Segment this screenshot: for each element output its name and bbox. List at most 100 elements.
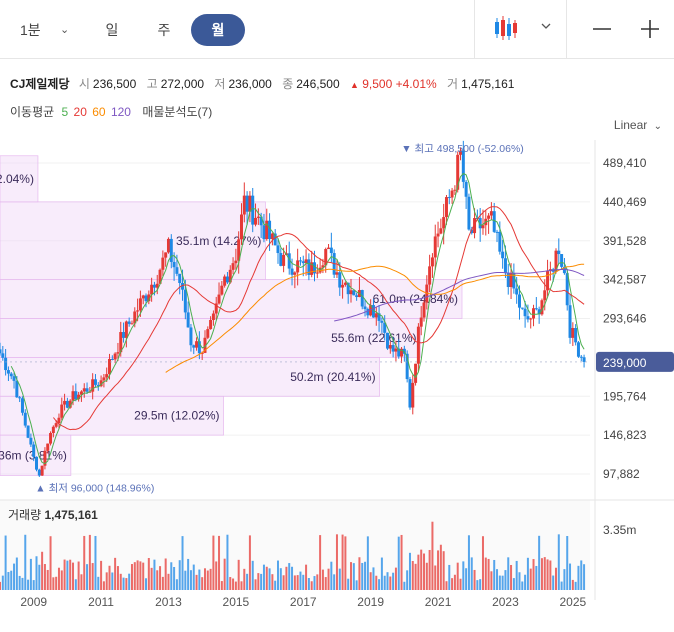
- volume-bar: [352, 563, 355, 590]
- volume-bar: [425, 562, 428, 590]
- candle-body: [453, 189, 457, 191]
- candle-body: [79, 391, 83, 395]
- candle-body: [223, 276, 227, 286]
- candle-body: [110, 358, 114, 360]
- volume-bar: [366, 536, 369, 590]
- candle-body: [576, 342, 580, 357]
- zoom-out-button[interactable]: [580, 0, 624, 58]
- candle-body: [298, 260, 302, 262]
- volume-profile-band: [0, 201, 266, 280]
- volume-bar: [431, 521, 434, 590]
- volume-bar: [60, 570, 63, 590]
- candle-body: [46, 443, 50, 451]
- quote-summary: CJ제일제당 시 236,500 고 272,000 저 236,000 종 246,5…: [10, 75, 521, 92]
- candle-body: [183, 289, 187, 313]
- volume-bar: [1, 575, 4, 590]
- candle-body: [178, 273, 182, 284]
- volume-bar: [350, 562, 353, 590]
- open-label: 시: [78, 77, 90, 91]
- tab-day[interactable]: 일: [105, 22, 119, 38]
- scale-selector[interactable]: Linear ⌄: [614, 118, 662, 132]
- volume-bar: [32, 580, 35, 590]
- candle-body: [217, 294, 221, 304]
- volume-bar: [153, 559, 156, 590]
- tab-week[interactable]: 주: [157, 22, 171, 38]
- volume-bar: [246, 573, 249, 590]
- candle-body: [237, 239, 241, 261]
- tab-month[interactable]: 월: [191, 14, 245, 46]
- volume-bar: [122, 577, 125, 590]
- candle-body: [245, 195, 249, 212]
- volume-bar: [100, 560, 103, 590]
- chart-type-button[interactable]: [480, 0, 560, 58]
- volume-bar: [493, 559, 496, 590]
- moving-average-120-line: [334, 268, 585, 322]
- volume-bar: [569, 563, 572, 590]
- candle-body: [346, 282, 350, 295]
- volume-bar: [557, 534, 560, 590]
- candle-body: [60, 404, 64, 418]
- candle-body: [517, 294, 521, 308]
- volume-bar: [164, 558, 167, 590]
- volume-bar: [203, 568, 206, 590]
- candle-body: [335, 272, 339, 275]
- candle-body: [4, 357, 8, 371]
- volume-profile-label: 55.6m (22.61%): [331, 331, 416, 345]
- volume-bar: [397, 536, 400, 590]
- y-tick-label: 293,646: [603, 312, 647, 326]
- candle-body: [442, 217, 446, 229]
- volume-bar: [167, 573, 170, 590]
- volume-bar: [423, 553, 426, 590]
- candle-body: [29, 437, 33, 445]
- y-tick-label: 440,469: [603, 195, 647, 209]
- volume-bar: [187, 558, 190, 590]
- y-tick-label: 195,764: [603, 389, 647, 403]
- volume-profile-label: 35.1m (14.27%): [176, 234, 261, 248]
- candle-body: [355, 295, 359, 298]
- candle-body: [565, 273, 569, 306]
- candle-body: [515, 288, 519, 295]
- candle-body: [394, 348, 398, 352]
- candle-body: [349, 290, 353, 295]
- volume-bar: [232, 578, 235, 590]
- interval-selector[interactable]: 1분 ⌄: [10, 14, 90, 46]
- volume-bar: [262, 564, 265, 590]
- moving-average-60-line: [165, 263, 585, 373]
- candle-body: [144, 295, 148, 302]
- volume-bar: [220, 581, 223, 590]
- volume-bar: [173, 566, 176, 590]
- volume-bar: [552, 575, 555, 590]
- indicator-legend[interactable]: 이동평균 5 20 60 120 매물분석도(7): [10, 103, 216, 120]
- candle-body: [51, 426, 55, 434]
- volume-bar: [341, 534, 344, 590]
- zoom-in-button[interactable]: [628, 0, 672, 58]
- candle-body: [74, 391, 78, 400]
- candle-body: [0, 349, 2, 354]
- candle-body: [239, 214, 243, 240]
- ma-120-label: 120: [110, 105, 131, 119]
- price-chart[interactable]: 489,410 440,469 391,528 342,587 293,646 195,7…: [0, 140, 674, 632]
- volume-bar: [498, 575, 501, 590]
- candle-body: [136, 310, 140, 312]
- candle-body: [374, 313, 378, 318]
- lowest-price-annotation: ▲ 최저 96,000 (148.96%): [35, 482, 154, 494]
- candle-body: [529, 318, 533, 320]
- volume-bar: [265, 566, 268, 590]
- volume-bar: [333, 574, 336, 590]
- volume-bar: [243, 568, 246, 590]
- volume-bar: [316, 574, 319, 590]
- volume-bar: [400, 534, 403, 590]
- volume-bar: [445, 581, 448, 590]
- candle-body: [470, 229, 474, 234]
- candle-body: [63, 400, 67, 405]
- candle-body: [116, 352, 120, 354]
- candle-body: [310, 262, 314, 275]
- candle-body: [405, 353, 409, 380]
- candle-body: [220, 285, 224, 295]
- candle-body: [506, 273, 510, 288]
- candle-body: [473, 218, 477, 234]
- volume-bar: [448, 564, 451, 590]
- stock-name: CJ제일제당: [10, 77, 70, 91]
- volume-bar: [38, 564, 41, 590]
- volume-bar: [136, 560, 139, 590]
